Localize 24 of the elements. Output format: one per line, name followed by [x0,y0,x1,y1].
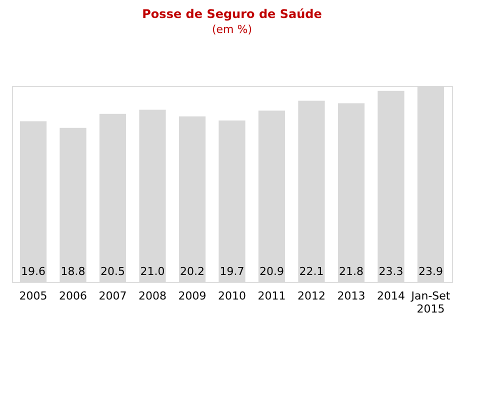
data-label: 20.9 [259,265,284,278]
data-label: 19.7 [220,265,244,278]
x-tick-label: 2005 [19,290,48,302]
x-tick-label: Jan-Set 2015 [410,290,451,316]
data-label: 23.3 [378,265,404,278]
x-tick-label: 2011 [258,290,286,302]
data-label: 22.1 [299,265,324,278]
data-label: 21.0 [140,265,165,278]
x-tick-label: 2014 [376,290,405,302]
x-tick-label: 2012 [297,290,326,302]
data-label: 20.2 [180,265,205,278]
x-tick-label: 2007 [98,290,127,302]
data-label: 19.6 [21,265,46,278]
chart-subtitle: (em %) [212,23,252,36]
x-tick-label: 2013 [337,290,366,302]
x-tick-label: 2008 [138,290,167,302]
x-tick-label: 2010 [218,290,246,302]
data-label: 23.9 [418,265,443,278]
chart-title: Posse de Seguro de Saúde [142,7,322,21]
x-tick-label: 2009 [178,290,206,302]
data-label: 20.5 [100,265,126,278]
data-label: 21.8 [338,265,364,278]
x-tick-label: 2006 [59,290,88,302]
data-label: 18.8 [60,265,86,278]
